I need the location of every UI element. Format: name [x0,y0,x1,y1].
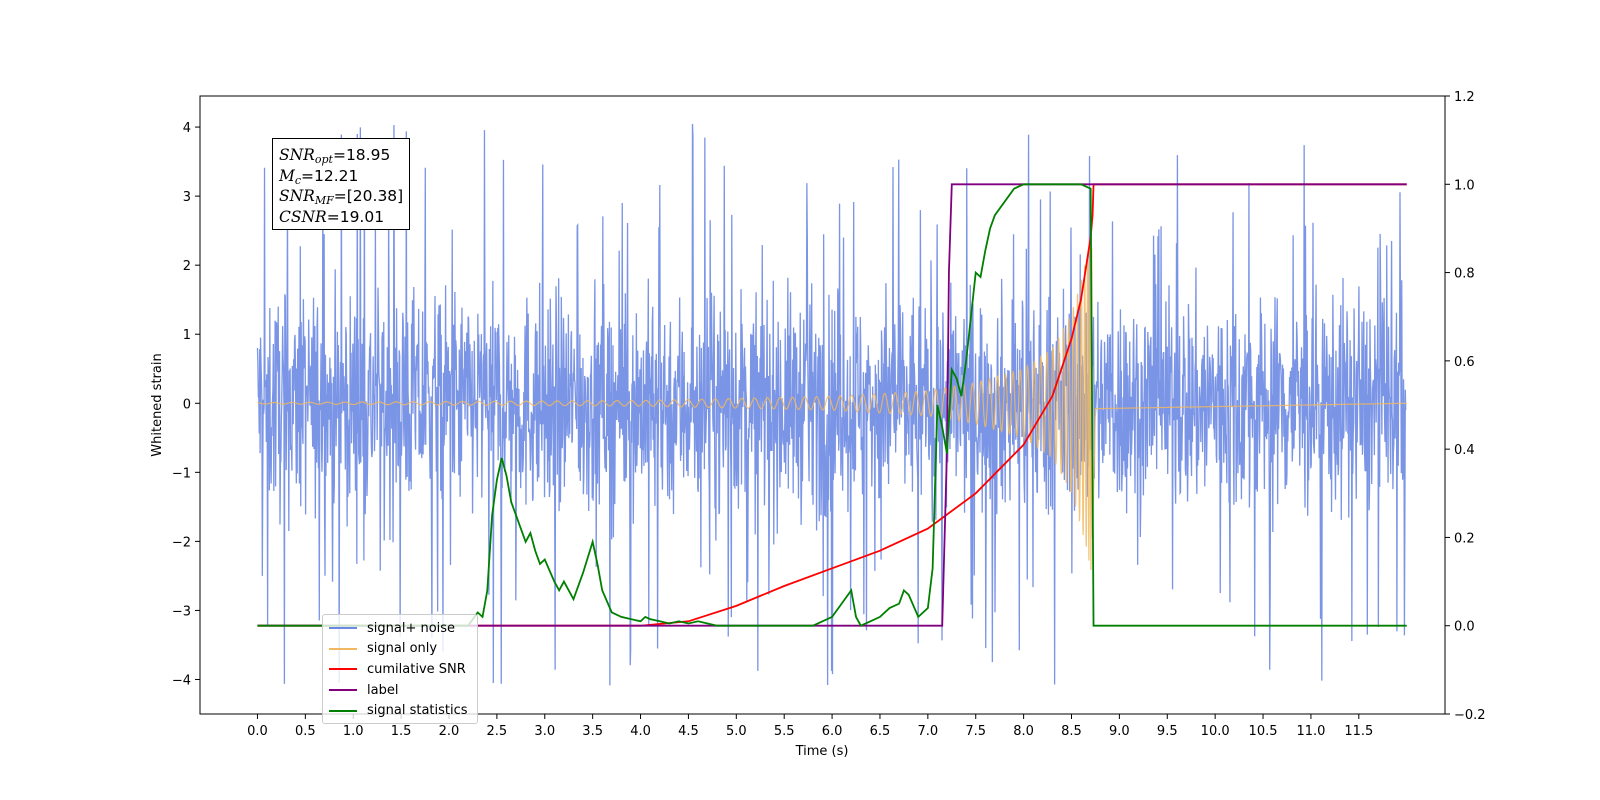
legend-swatch [329,689,357,692]
x-tick-label: 6.0 [822,724,843,739]
x-tick-label: 8.0 [1013,724,1034,739]
y-left-tick-label: −4 [172,673,191,688]
y-right-tick-label: 0.4 [1454,443,1475,458]
x-tick-label: 11.0 [1296,724,1325,739]
y-right-tick-label: 0.8 [1454,267,1475,282]
legend-label: label [367,682,399,698]
x-tick-label: 5.5 [774,724,795,739]
legend-item: signal+ noise [329,618,477,639]
y-right-tick-label: 1.0 [1454,178,1475,193]
legend-item: cumilative SNR [329,659,477,680]
y-left-tick-label: 4 [183,121,191,136]
x-tick-label: 4.0 [630,724,651,739]
x-tick-label: 2.5 [487,724,508,739]
y-left-tick-label: 3 [183,190,191,205]
legend-label: cumilative SNR [367,661,466,677]
legend-label: signal only [367,641,438,657]
legend-item: signal only [329,639,477,660]
snr-opt-text: SNRopt=18.95 [279,146,391,166]
x-tick-label: 7.0 [918,724,939,739]
x-tick-label: 11.5 [1344,724,1373,739]
mc-text: Mc=12.21 [279,166,359,187]
legend-swatch [329,668,357,671]
y-right-tick-label: 0.6 [1454,355,1475,370]
x-tick-label: 2.0 [439,724,460,739]
legend-swatch [329,709,357,712]
series-signal-statistics [257,183,1407,627]
y-right-tick-label: −0.2 [1454,708,1486,723]
x-tick-label: 9.0 [1109,724,1130,739]
snr-mf-text: SNRMF=[20.38] [279,187,404,207]
y-left-tick-label: −3 [172,604,191,619]
x-tick-label: 3.0 [534,724,555,739]
legend-label: signal+ noise [367,620,456,636]
x-tick-label: 10.0 [1201,724,1230,739]
legend-item: signal statistics [329,700,477,721]
y-axis-label: Whitened strain [150,353,165,456]
x-tick-label: 0.5 [295,724,316,739]
plot-frame [199,95,1446,715]
x-tick-label: 7.5 [965,724,986,739]
y-right-tick-label: 1.2 [1454,90,1475,105]
y-left-tick-label: −1 [172,466,191,481]
legend-label: signal statistics [367,703,468,719]
x-tick-label: 5.0 [726,724,747,739]
x-axis-label: Time (s) [795,744,849,759]
y-left-tick-label: 1 [183,328,191,343]
x-tick-label: 4.5 [678,724,699,739]
y-right-tick-label: 0.2 [1454,531,1475,546]
x-tick-label: 0.0 [247,724,268,739]
stats-annotation: SNRopt=18.95 Mc=12.21 SNRMF=[20.38] CSNR… [272,138,410,230]
legend-swatch [329,627,357,630]
series-signal-only [257,247,1407,570]
y-right-tick-label: 0.0 [1454,620,1475,635]
csnr-text: CSNR=19.01 [279,207,385,226]
x-tick-label: 9.5 [1157,724,1178,739]
x-tick-label: 8.5 [1061,724,1082,739]
x-tick-label: 6.5 [870,724,891,739]
x-tick-label: 1.5 [391,724,412,739]
legend-swatch [329,647,357,650]
y-left-tick-label: −2 [172,535,191,550]
x-tick-label: 10.5 [1249,724,1278,739]
x-tick-label: 3.5 [582,724,603,739]
y-left-tick-label: 2 [183,259,191,274]
legend: signal+ noise signal only cumilative SNR la… [322,614,478,724]
x-tick-label: 1.0 [343,724,364,739]
legend-item: label [329,680,477,701]
y-left-tick-label: 0 [183,397,191,412]
